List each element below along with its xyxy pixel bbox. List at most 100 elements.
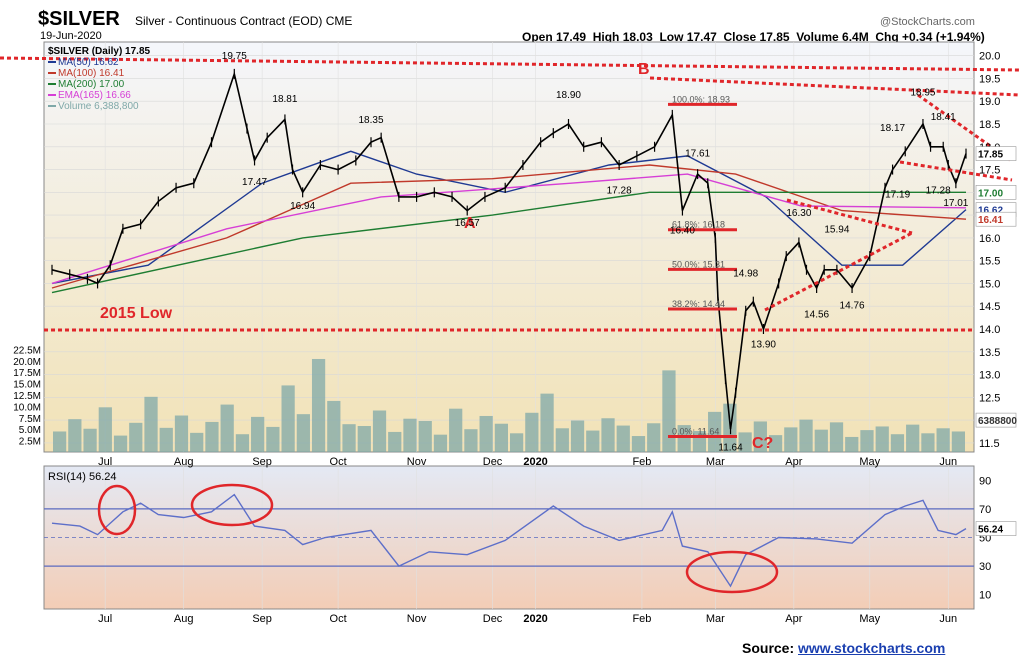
- open-label: Open: [522, 30, 553, 44]
- price-panel: [43, 41, 975, 453]
- volume-value: 6.4M: [842, 30, 869, 44]
- volume-bar: [525, 412, 539, 452]
- ma-line: [51, 164, 967, 289]
- volume-bar: [921, 433, 935, 452]
- volume-bar: [936, 428, 950, 452]
- price-callout: 17.61: [685, 149, 710, 160]
- price-tick-label: 11.5: [979, 438, 1000, 450]
- volume-tick-label: 2.5M: [19, 437, 41, 448]
- moving-averages: [51, 150, 967, 294]
- price-tick-label: 14.0: [979, 324, 1000, 336]
- volume-bar: [510, 433, 524, 452]
- exchange-label: CME: [325, 14, 353, 28]
- volume-tick-label: 17.5M: [13, 368, 41, 379]
- volume-bar: [418, 420, 432, 452]
- rsi-tick-label: 90: [979, 475, 991, 487]
- right-badge-box: [975, 211, 1017, 227]
- triangle-upper-line: [786, 198, 913, 235]
- upper-trendline: [0, 56, 1021, 72]
- price-callout: 14.56: [804, 309, 829, 320]
- price-callout: 16.94: [290, 201, 315, 212]
- price-series: [51, 68, 967, 435]
- resistance-trendline: [649, 76, 1021, 97]
- volume-bar: [616, 425, 630, 452]
- flag-lower-line: [899, 160, 1013, 182]
- instrument-name-text: Silver - Continuous Contract (EOD): [135, 14, 323, 28]
- instrument-name: Silver - Continuous Contract (EOD) CME: [135, 14, 352, 28]
- wave-a-label: A: [464, 215, 476, 232]
- volume-bar: [570, 420, 585, 452]
- right-badge-box: [975, 146, 1017, 161]
- time-tick-label: Dec: [483, 456, 503, 468]
- legend-entry: MA(50) 16.62: [58, 57, 119, 68]
- price-tick-label: 15.5: [979, 256, 1000, 268]
- volume-bar: [906, 424, 920, 452]
- right-badge-box: [975, 412, 1017, 428]
- volume-tick-label: 7.5M: [19, 414, 41, 425]
- rsi-time-tick-label: Jun: [939, 613, 957, 625]
- rsi-time-tick-label: Apr: [785, 613, 802, 625]
- volume-bar: [68, 419, 82, 452]
- volume-bar: [342, 424, 356, 452]
- open-value: 17.49: [556, 30, 587, 44]
- source-link[interactable]: www.stockcharts.com: [798, 640, 946, 656]
- volume-tick-label: 22.5M: [13, 345, 41, 356]
- volume-bar: [951, 431, 965, 452]
- volume-bar: [540, 393, 554, 452]
- price-callout: 18.90: [556, 90, 581, 101]
- volume-bar: [174, 415, 189, 452]
- chg-label: Chg: [875, 30, 899, 44]
- volume-bar: [662, 370, 676, 452]
- rsi-time-tick-label: Feb: [632, 613, 651, 625]
- price-tick-label: 14.5: [979, 301, 1000, 313]
- volume-tick-label: 20.0M: [13, 357, 41, 368]
- volume-bar: [53, 431, 67, 452]
- low-value: 17.47: [686, 30, 717, 44]
- volume-bar: [631, 436, 646, 452]
- right-badge-text: 16.41: [978, 215, 1003, 226]
- right-badge-text: 17.85: [978, 150, 1003, 161]
- price-tick-label: 20.0: [979, 51, 1000, 63]
- volume-bar: [266, 426, 280, 452]
- price-callout: 14.98: [733, 268, 758, 279]
- rsi-time-tick-label: May: [859, 613, 880, 625]
- rsi-time-tick-label: 2020: [523, 613, 547, 625]
- right-badge-text: 6388800: [978, 416, 1017, 427]
- price-tick-label: 15.0: [979, 278, 1000, 290]
- time-tick-label: Feb: [632, 456, 651, 468]
- close-label: Close: [723, 30, 757, 44]
- ma-line: [51, 173, 967, 285]
- volume-bar: [220, 404, 234, 452]
- time-tick-label: Apr: [785, 456, 802, 468]
- volume-tick-label: 10.0M: [13, 402, 41, 413]
- legend-entry: MA(200) 17.00: [58, 79, 125, 90]
- legend-entry: EMA(165) 16.66: [58, 90, 131, 101]
- volume-bar: [586, 430, 600, 452]
- volume-tick-label: 5.0M: [19, 425, 41, 436]
- volume-label: Volume: [796, 30, 839, 44]
- price-callouts: 19.75 18.81 17.47 16.94 18.35 16.57 18.90 17.28…: [222, 51, 969, 453]
- volume-bar: [357, 426, 371, 452]
- volume-bar: [83, 428, 97, 452]
- volume-bar: [890, 434, 905, 452]
- volume-bar: [708, 411, 722, 452]
- price-callout: 15.94: [824, 225, 849, 236]
- rsi-badge-box: [975, 521, 1017, 536]
- rsi-tick-label: 30: [979, 561, 991, 573]
- time-tick-label: Jul: [98, 456, 112, 468]
- rsi-time-tick-label: Jul: [98, 613, 112, 625]
- price-tick-label: 12.5: [979, 392, 1000, 404]
- volume-bar: [205, 421, 219, 452]
- rsi-time-tick-label: Aug: [174, 613, 194, 625]
- fib-level-label: 50.0%: 15.31: [672, 259, 725, 269]
- volume-bar: [281, 385, 295, 452]
- right-badge-box: [975, 185, 1017, 200]
- rsi-time-tick-label: Dec: [483, 613, 503, 625]
- time-tick-label: Aug: [174, 456, 194, 468]
- volume-bar: [98, 407, 112, 452]
- volume-bar: [494, 423, 508, 452]
- rsi-overbought-circle: [97, 484, 137, 536]
- rsi-time-tick-label: Sep: [252, 613, 272, 625]
- ma-line: [51, 150, 967, 285]
- axes: 20.019.519.018.518.017.517.016.516.015.5…: [13, 51, 1017, 625]
